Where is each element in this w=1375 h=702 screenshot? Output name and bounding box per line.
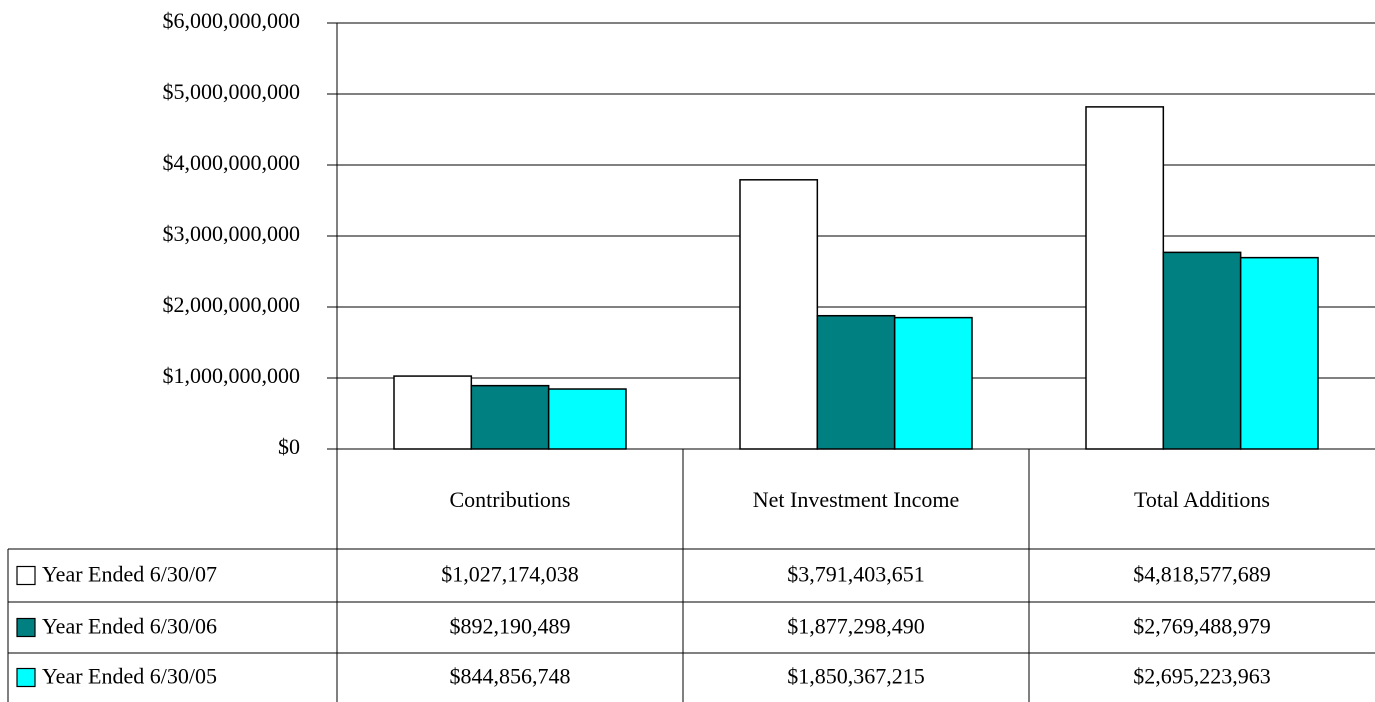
bar — [547, 388, 627, 450]
table-value: $1,027,174,038 — [441, 562, 579, 587]
bar — [393, 375, 473, 450]
category-cell: Contributions — [337, 449, 683, 549]
y-tick-label: $1,000,000,000 — [163, 363, 301, 388]
bar — [1239, 256, 1319, 450]
legend-key — [16, 617, 36, 638]
table-value: $892,190,489 — [450, 614, 571, 639]
legend-label: Year Ended 6/30/05 — [42, 664, 217, 689]
category-label-box: Total Additions — [1029, 449, 1375, 549]
bar — [816, 314, 896, 450]
table-value: $4,818,577,689 — [1133, 562, 1271, 587]
table-value: $3,791,403,651 — [787, 562, 925, 587]
table-value: $1,877,298,490 — [787, 614, 925, 639]
bar — [893, 316, 973, 450]
table-value: $844,856,748 — [450, 664, 571, 689]
y-tick-label: $5,000,000,000 — [163, 79, 301, 104]
y-tick-label: $2,000,000,000 — [163, 292, 301, 317]
legend-key — [16, 667, 36, 688]
table-value: $2,769,488,979 — [1133, 614, 1271, 639]
table-value: $2,695,223,963 — [1133, 664, 1271, 689]
y-tick-label: $4,000,000,000 — [163, 150, 301, 175]
category-cell: Net Investment Income — [683, 449, 1029, 549]
bar — [1085, 106, 1165, 450]
category-cell: Total Additions — [1029, 449, 1375, 549]
category-label-box: Contributions — [337, 449, 683, 549]
y-tick-label: $3,000,000,000 — [163, 221, 301, 246]
bar — [739, 179, 819, 450]
y-tick-label: $0 — [278, 434, 300, 459]
x-tick-label: Contributions — [449, 486, 571, 512]
bar — [1162, 251, 1242, 450]
category-label-box: Net Investment Income — [683, 449, 1029, 549]
table-value: $1,850,367,215 — [787, 664, 925, 689]
legend-label: Year Ended 6/30/06 — [42, 614, 217, 639]
x-tick-label: Net Investment Income — [752, 486, 960, 512]
legend-label: Year Ended 6/30/07 — [42, 562, 217, 587]
y-tick-label: $6,000,000,000 — [163, 8, 301, 33]
legend-key — [16, 565, 36, 586]
bar — [470, 384, 550, 450]
x-tick-label: Total Additions — [1134, 486, 1270, 512]
